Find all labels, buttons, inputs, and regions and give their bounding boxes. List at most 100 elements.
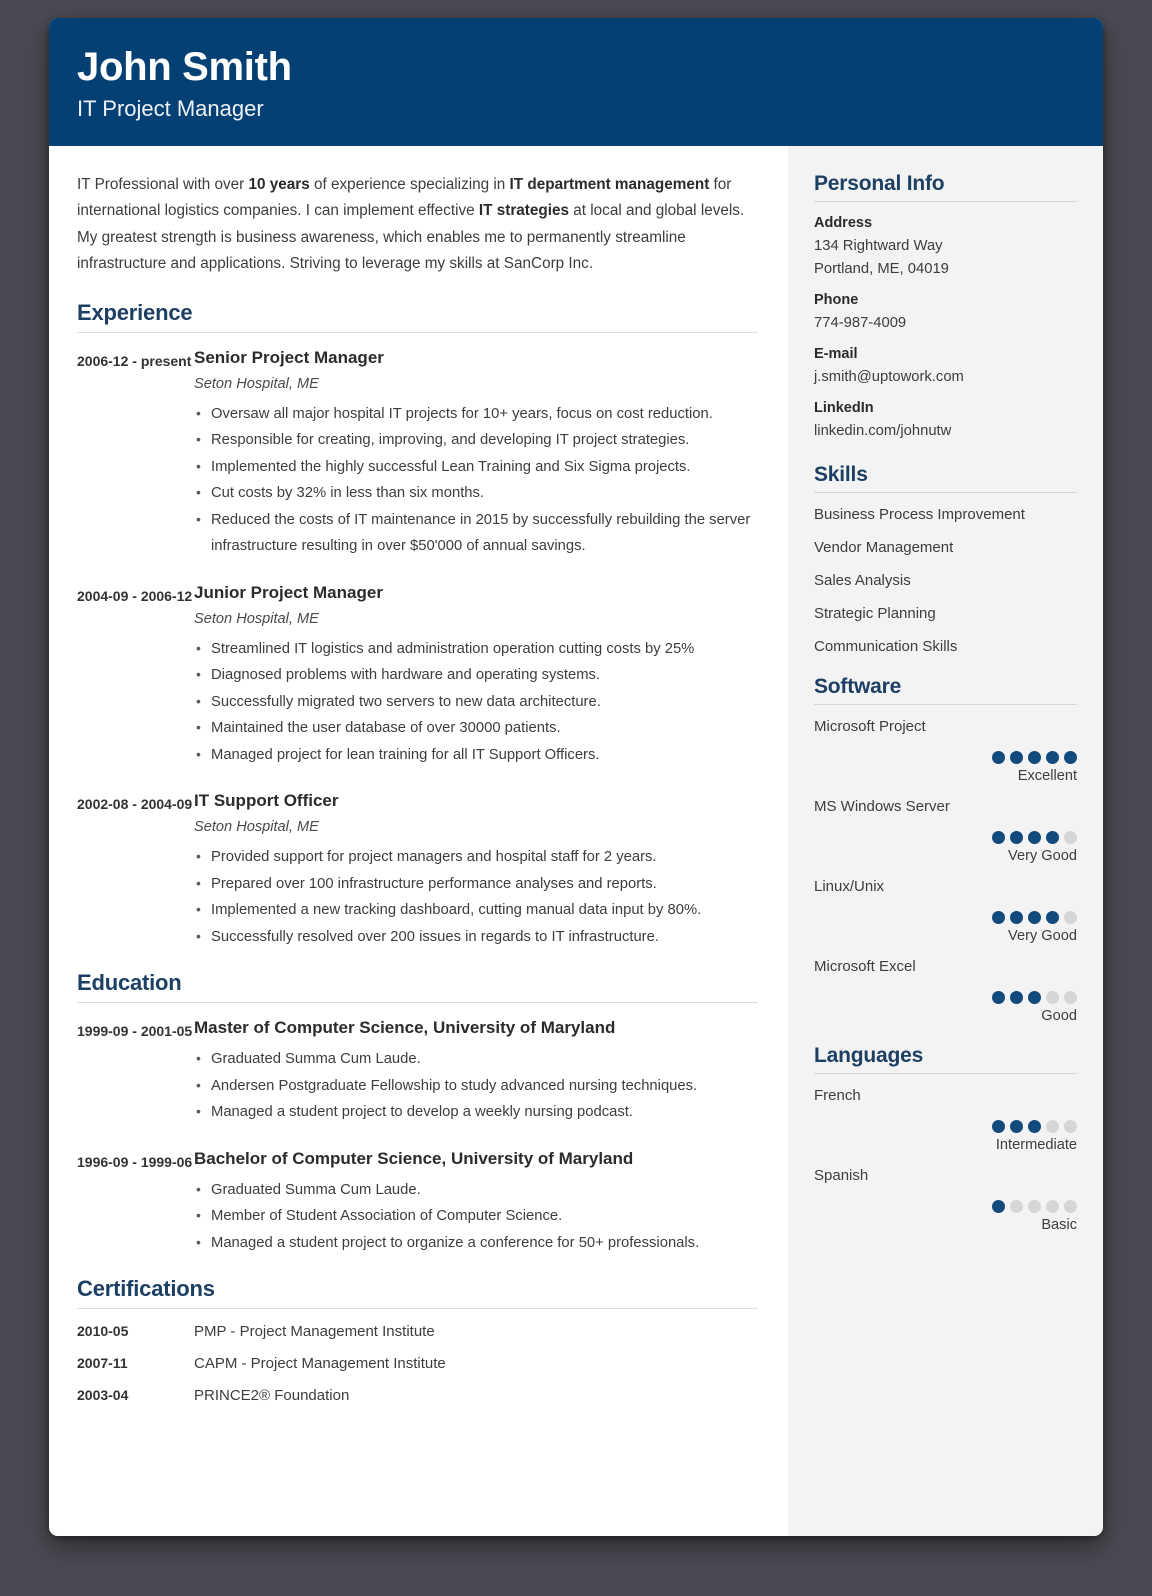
education-bullet-list: Graduated Summa Cum Laude.Andersen Postg…	[194, 1046, 758, 1125]
software-name: MS Windows Server	[814, 797, 950, 815]
list-item: Provided support for project managers an…	[194, 844, 758, 870]
skill-item: Vendor Management	[814, 538, 954, 556]
software-rated-item: Microsoft Excel Good	[814, 958, 1077, 1024]
list-item: Cut costs by 32% in less than six months…	[194, 480, 758, 506]
certification-row: 2003-04 PRINCE2® Foundation	[77, 1387, 758, 1404]
software-level-label: Good	[1041, 1007, 1077, 1024]
rating-dot-filled	[1028, 1119, 1041, 1133]
list-item: Implemented a new tracking dashboard, cu…	[194, 897, 758, 923]
list-item: Prepared over 100 infrastructure perform…	[194, 871, 758, 897]
summary-bold-3: IT strategies	[478, 202, 570, 220]
rating-dot-filled	[1010, 990, 1023, 1004]
skill-item: Communication Skills	[814, 637, 958, 655]
main-column: IT Professional with over 10 years of ex…	[49, 146, 788, 1536]
rating-dot-filled	[992, 1199, 1005, 1213]
rating-dot-filled	[1010, 910, 1023, 924]
languages-name: Spanish	[814, 1166, 869, 1184]
certification-name: CAPM - Project Management Institute	[194, 1355, 446, 1373]
software-section: Software Microsoft Project Excellent MS Wi…	[814, 675, 1077, 1024]
software-rating-dots	[814, 990, 1077, 1004]
rating-dot-empty	[1046, 1119, 1059, 1133]
rating-dot-empty	[1064, 990, 1077, 1004]
software-name: Microsoft Excel	[814, 957, 916, 975]
experience-entry-dates: 2002-08 - 2004-09	[77, 796, 193, 813]
software-level-label: Excellent	[1017, 767, 1077, 784]
languages-level-label: Basic	[1041, 1216, 1077, 1233]
experience-heading: Experience	[77, 300, 758, 333]
software-heading: Software	[814, 675, 1077, 705]
software-level-label: Very Good	[1008, 847, 1077, 864]
certification-name: PMP - Project Management Institute	[194, 1323, 435, 1341]
experience-entry: 2006-12 - present Senior Project Manager S…	[77, 347, 758, 560]
rating-dot-filled	[1028, 910, 1041, 924]
certification-row: 2007-11 CAPM - Project Management Institu…	[77, 1355, 758, 1372]
software-name: Linux/Unix	[814, 877, 885, 895]
rating-dot-filled	[992, 750, 1005, 764]
list-item: Successfully resolved over 200 issues in…	[194, 924, 758, 950]
certifications-list: 2010-05 PMP - Project Management Institut…	[77, 1323, 758, 1404]
rating-dot-filled	[1064, 750, 1077, 764]
software-rating-dots	[814, 910, 1077, 924]
list-item: Managed project for lean training for al…	[194, 742, 758, 768]
languages-list: French Intermediate Spanish Basic	[814, 1087, 1077, 1233]
skills-section: Skills Business Process Improvement Vendo…	[814, 463, 1077, 655]
experience-bullet-list: Streamlined IT logistics and administrat…	[194, 636, 758, 768]
certification-row: 2010-05 PMP - Project Management Institut…	[77, 1323, 758, 1340]
certification-name: PRINCE2® Foundation	[194, 1387, 350, 1405]
summary-text-1: IT Professional with over	[77, 176, 249, 193]
contact-label-address: Address	[814, 215, 873, 231]
certification-date: 2003-04	[77, 1387, 129, 1404]
software-name: Microsoft Project	[814, 717, 926, 735]
rating-dot-empty	[1064, 910, 1077, 924]
certification-date: 2010-05	[77, 1323, 129, 1340]
rating-dot-filled	[992, 830, 1005, 844]
rating-dot-filled	[1010, 1119, 1023, 1133]
languages-name: French	[814, 1086, 861, 1104]
professional-summary: IT Professional with over 10 years of ex…	[77, 172, 758, 278]
software-rated-item: Microsoft Project Excellent	[814, 718, 1077, 784]
list-item: Maintained the user database of over 300…	[194, 715, 758, 741]
experience-entry-body: Senior Project Manager Seton Hospital, ME…	[194, 347, 758, 560]
skill-item: Business Process Improvement	[814, 505, 1025, 523]
list-item: Successfully migrated two servers to new…	[194, 689, 758, 715]
personal-info-heading: Personal Info	[814, 172, 1077, 202]
rating-dot-filled	[992, 990, 1005, 1004]
skill-item: Strategic Planning	[814, 604, 936, 622]
resume-header: John Smith IT Project Manager	[49, 18, 1103, 146]
rating-dot-filled	[1028, 750, 1041, 764]
summary-text-2: of experience specializing in	[309, 176, 510, 193]
personal-info-section: Personal Info Address 134 Rightward Way Po…	[814, 172, 1077, 443]
experience-entry: 2002-08 - 2004-09 IT Support Officer Seton…	[77, 790, 758, 950]
rating-dot-filled	[992, 1119, 1005, 1133]
resume-body: IT Professional with over 10 years of ex…	[49, 146, 1103, 1536]
languages-section: Languages French Intermediate Spanish Basic	[814, 1044, 1077, 1233]
list-item: Managed a student project to organize a …	[194, 1230, 758, 1256]
list-item: Andersen Postgraduate Fellowship to stud…	[194, 1073, 758, 1099]
experience-entry-body: Junior Project Manager Seton Hospital, ME…	[194, 582, 758, 768]
list-item: Member of Student Association of Compute…	[194, 1203, 758, 1229]
contact-value-e-mail: j.smith@uptowork.com	[814, 366, 1077, 389]
software-rating-dots	[814, 750, 1077, 764]
list-item: Diagnosed problems with hardware and ope…	[194, 662, 758, 688]
list-item: Graduated Summa Cum Laude.	[194, 1177, 758, 1203]
education-section: Education 1999-09 - 2001-05 Master of Com…	[77, 970, 758, 1256]
rating-dot-filled	[1010, 830, 1023, 844]
education-entry-body: Master of Computer Science, University o…	[194, 1017, 758, 1126]
summary-bold-1: 10 years	[248, 176, 310, 193]
rating-dot-filled	[1028, 830, 1041, 844]
skill-item: Sales Analysis	[814, 571, 911, 589]
experience-list: 2006-12 - present Senior Project Manager S…	[77, 347, 758, 950]
rating-dot-empty	[1064, 830, 1077, 844]
rating-dot-empty	[1028, 1199, 1041, 1213]
experience-entry-organization: Seton Hospital, ME	[194, 819, 319, 836]
languages-rating-dots	[814, 1119, 1077, 1133]
languages-rating-dots	[814, 1199, 1077, 1213]
skills-list: Business Process Improvement Vendor Manag…	[814, 506, 1077, 655]
experience-entry-dates: 2004-09 - 2006-12	[77, 587, 193, 604]
contact-value-line: linkedin.com/johnutw	[814, 422, 952, 439]
list-item: Oversaw all major hospital IT projects f…	[194, 401, 758, 427]
experience-entry: 2004-09 - 2006-12 Junior Project Manager S…	[77, 582, 758, 768]
experience-entry-body: IT Support Officer Seton Hospital, ME Prov…	[194, 790, 758, 950]
rating-dot-empty	[1046, 1199, 1059, 1213]
